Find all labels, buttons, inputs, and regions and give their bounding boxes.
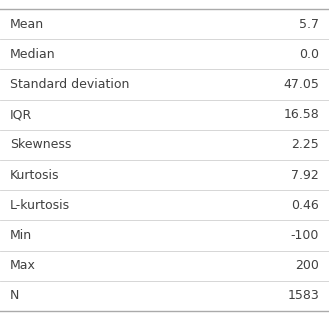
Text: 5.7: 5.7	[299, 18, 319, 31]
Text: IQR: IQR	[10, 108, 32, 121]
Text: 0.46: 0.46	[291, 199, 319, 212]
Text: 200: 200	[295, 259, 319, 272]
Text: -100: -100	[291, 229, 319, 242]
Text: Kurtosis: Kurtosis	[10, 169, 60, 182]
Text: Mean: Mean	[10, 18, 44, 31]
Text: N: N	[10, 289, 19, 302]
Text: Median: Median	[10, 48, 56, 61]
Text: Min: Min	[10, 229, 32, 242]
Text: Skewness: Skewness	[10, 139, 71, 152]
Text: 16.58: 16.58	[283, 108, 319, 121]
Text: L-kurtosis: L-kurtosis	[10, 199, 70, 212]
Text: 47.05: 47.05	[283, 78, 319, 91]
Text: 2.25: 2.25	[291, 139, 319, 152]
Text: Standard deviation: Standard deviation	[10, 78, 129, 91]
Text: 0.0: 0.0	[299, 48, 319, 61]
Text: Max: Max	[10, 259, 36, 272]
Text: 1583: 1583	[287, 289, 319, 302]
Text: 7.92: 7.92	[291, 169, 319, 182]
